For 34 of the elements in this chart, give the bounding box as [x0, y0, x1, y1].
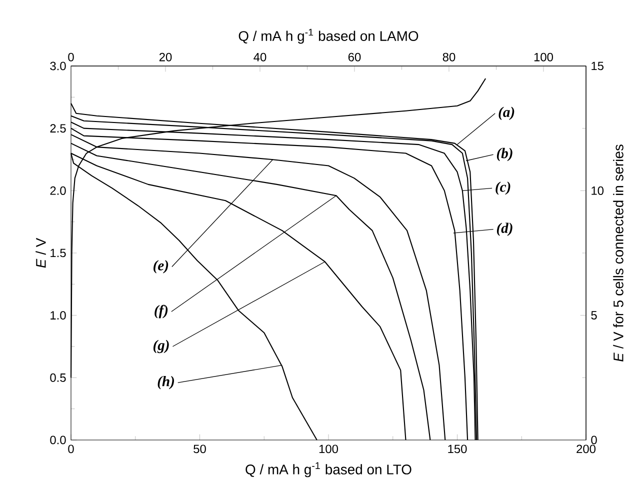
- y2-axis-title: E / V for 5 cells connected in series: [613, 144, 624, 362]
- y2-tick-label: 5: [591, 311, 597, 320]
- x2-tick-label: 80: [442, 52, 456, 62]
- x2-tick-label: 0: [68, 52, 74, 62]
- y2-tick-label: 0: [591, 436, 597, 444]
- x-tick-label: 50: [194, 444, 206, 454]
- x-axis-title: Q / mA h g$^{-1}$ based on LTO: [246, 462, 412, 478]
- y-tick-label: 0.0: [50, 436, 66, 444]
- annotation: (b): [496, 148, 512, 162]
- annotation: (a): [498, 106, 514, 120]
- annotation: (d): [496, 222, 512, 236]
- y-tick-label: 2.0: [50, 186, 66, 195]
- x2-axis-title: Q / mA h g$^{-1}$ based on LAMO: [238, 28, 418, 44]
- annotation: (c): [496, 182, 510, 195]
- y-axis-title: E / V: [36, 238, 46, 268]
- y-tick-label: 1.5: [50, 248, 66, 258]
- y2-tick-label: 15: [592, 62, 604, 70]
- y-tick-label: 0.5: [50, 373, 66, 382]
- annotation: (g): [153, 340, 169, 354]
- annotation: (f): [154, 304, 168, 318]
- x-tick-label: 100: [319, 444, 338, 454]
- x2-tick-label: 100: [534, 52, 553, 62]
- x2-tick-label: 20: [159, 52, 172, 62]
- annotation: (e): [154, 260, 168, 274]
- y-tick-label: 2.5: [50, 124, 66, 133]
- x2-tick-label: 40: [254, 52, 266, 62]
- x-tick-label: 150: [448, 444, 467, 454]
- x-tick-label: 0: [68, 444, 74, 454]
- annotation: (h): [158, 376, 174, 390]
- y-tick-label: 1.0: [50, 311, 66, 320]
- x2-tick-label: 60: [348, 52, 361, 62]
- y2-tick-label: 10: [592, 186, 604, 195]
- y-tick-label: 3.0: [50, 62, 66, 70]
- x-tick-label: 200: [576, 444, 596, 454]
